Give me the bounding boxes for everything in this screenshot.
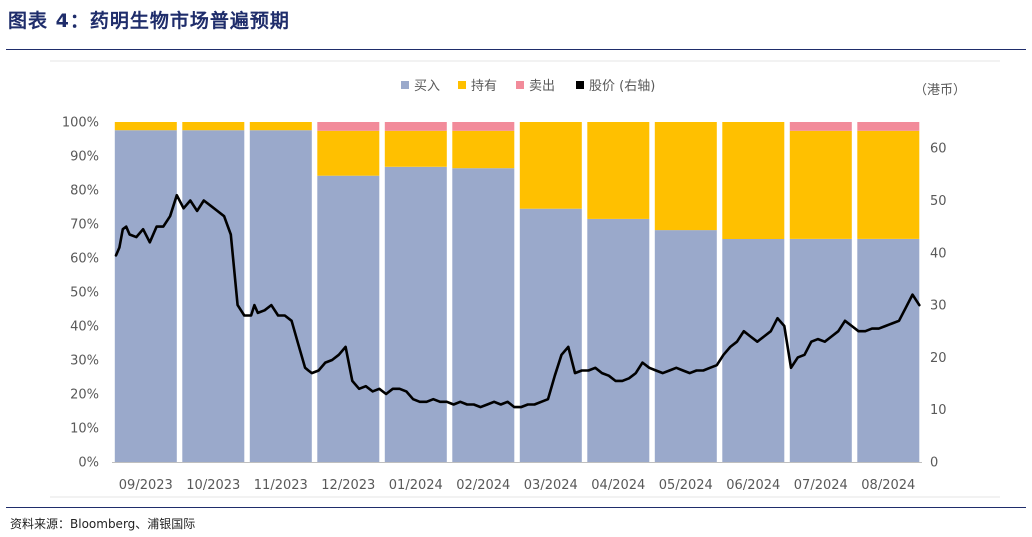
legend-swatch-price: [576, 81, 584, 89]
legend-swatch-sell: [516, 81, 524, 89]
right-tick-label: 60: [930, 142, 947, 157]
left-tick-label: 60%: [70, 252, 99, 267]
bar-buy-07-2024: [789, 239, 852, 462]
x-tick-label: 01/2024: [389, 478, 443, 493]
right-tick-label: 40: [930, 246, 947, 261]
plot-area: [50, 60, 1000, 498]
left-tick-label: 0%: [78, 456, 99, 471]
bar-hold-05-2024: [654, 122, 717, 231]
legend-swatch-buy: [401, 81, 409, 89]
legend-label-sell: 卖出: [529, 79, 555, 94]
bar-hold-02-2024: [452, 130, 515, 169]
bar-sell-07-2024: [789, 122, 852, 131]
bar-buy-12-2023: [317, 175, 380, 462]
bar-buy-01-2024: [384, 166, 447, 462]
x-tick-label: 12/2023: [321, 478, 375, 493]
right-tick-label: 0: [930, 456, 938, 471]
left-tick-label: 30%: [70, 354, 99, 369]
bar-buy-09-2023: [114, 130, 177, 462]
source-note: 资料来源：Bloomberg、浦银国际: [10, 517, 196, 531]
bar-hold-09-2023: [114, 122, 177, 131]
x-tick-label: 05/2024: [659, 478, 713, 493]
left-tick-label: 20%: [70, 388, 99, 403]
left-tick-label: 10%: [70, 422, 99, 437]
bar-buy-10-2023: [182, 130, 245, 462]
bar-buy-05-2024: [654, 230, 717, 462]
bar-sell-08-2024: [857, 122, 920, 131]
bar-hold-07-2024: [789, 130, 852, 239]
x-tick-label: 06/2024: [726, 478, 780, 493]
bar-hold-04-2024: [587, 122, 650, 219]
x-tick-label: 07/2024: [794, 478, 848, 493]
left-tick-label: 100%: [62, 116, 99, 131]
left-tick-label: 80%: [70, 184, 99, 199]
bar-buy-11-2023: [249, 130, 312, 462]
x-axis: 09/2023 10/2023 11/2023 12/2023 01/2024 02/20…: [119, 478, 916, 493]
left-axis: 0% 10% 20% 30% 40% 50% 60% 70% 80% 90% 100%: [62, 116, 99, 471]
legend-label-price: 股价 (右轴): [589, 79, 655, 94]
bar-hold-12-2023: [317, 130, 380, 176]
bar-hold-03-2024: [519, 122, 582, 209]
bar-buy-08-2024: [857, 239, 920, 462]
left-tick-label: 40%: [70, 320, 99, 335]
left-tick-label: 50%: [70, 286, 99, 301]
left-tick-label: 70%: [70, 218, 99, 233]
bar-sell-02-2024: [452, 122, 515, 131]
x-tick-label: 04/2024: [591, 478, 645, 493]
bar-buy-02-2024: [452, 168, 515, 462]
x-tick-label: 09/2023: [119, 478, 173, 493]
legend-label-buy: 买入: [414, 79, 440, 94]
x-tick-label: 08/2024: [861, 478, 915, 493]
x-tick-label: 11/2023: [254, 478, 308, 493]
bar-hold-08-2024: [857, 130, 920, 239]
bar-buy-03-2024: [519, 208, 582, 462]
right-axis: 0 10 20 30 40 50 60: [930, 142, 947, 471]
left-tick-label: 90%: [70, 150, 99, 165]
bar-hold-11-2023: [249, 122, 312, 131]
right-tick-label: 30: [930, 299, 947, 314]
bar-series-group: [112, 122, 922, 463]
price-line-group: [114, 193, 921, 409]
bar-hold-01-2024: [384, 130, 447, 167]
legend: 买入 持有 卖出 股价 (右轴): [401, 79, 655, 94]
figure-title: 图表 4：药明生物市场普遍预期: [8, 10, 290, 32]
footer-divider: [6, 507, 1026, 508]
x-tick-label: 03/2024: [524, 478, 578, 493]
right-tick-label: 20: [930, 351, 947, 366]
right-axis-unit-label: （港币）: [914, 83, 966, 98]
bar-hold-06-2024: [722, 122, 785, 239]
bar-buy-06-2024: [722, 239, 785, 462]
legend-swatch-hold: [458, 81, 466, 89]
share-price-line: [114, 193, 921, 409]
bar-buy-04-2024: [587, 218, 650, 462]
bar-sell-01-2024: [384, 122, 447, 131]
title-divider: [6, 49, 1026, 50]
bar-hold-10-2023: [182, 122, 245, 131]
x-tick-label: 02/2024: [456, 478, 510, 493]
legend-label-hold: 持有: [471, 79, 497, 94]
right-tick-label: 50: [930, 194, 947, 209]
x-tick-label: 10/2023: [186, 478, 240, 493]
right-tick-label: 10: [930, 403, 947, 418]
bar-sell-12-2023: [317, 122, 380, 131]
